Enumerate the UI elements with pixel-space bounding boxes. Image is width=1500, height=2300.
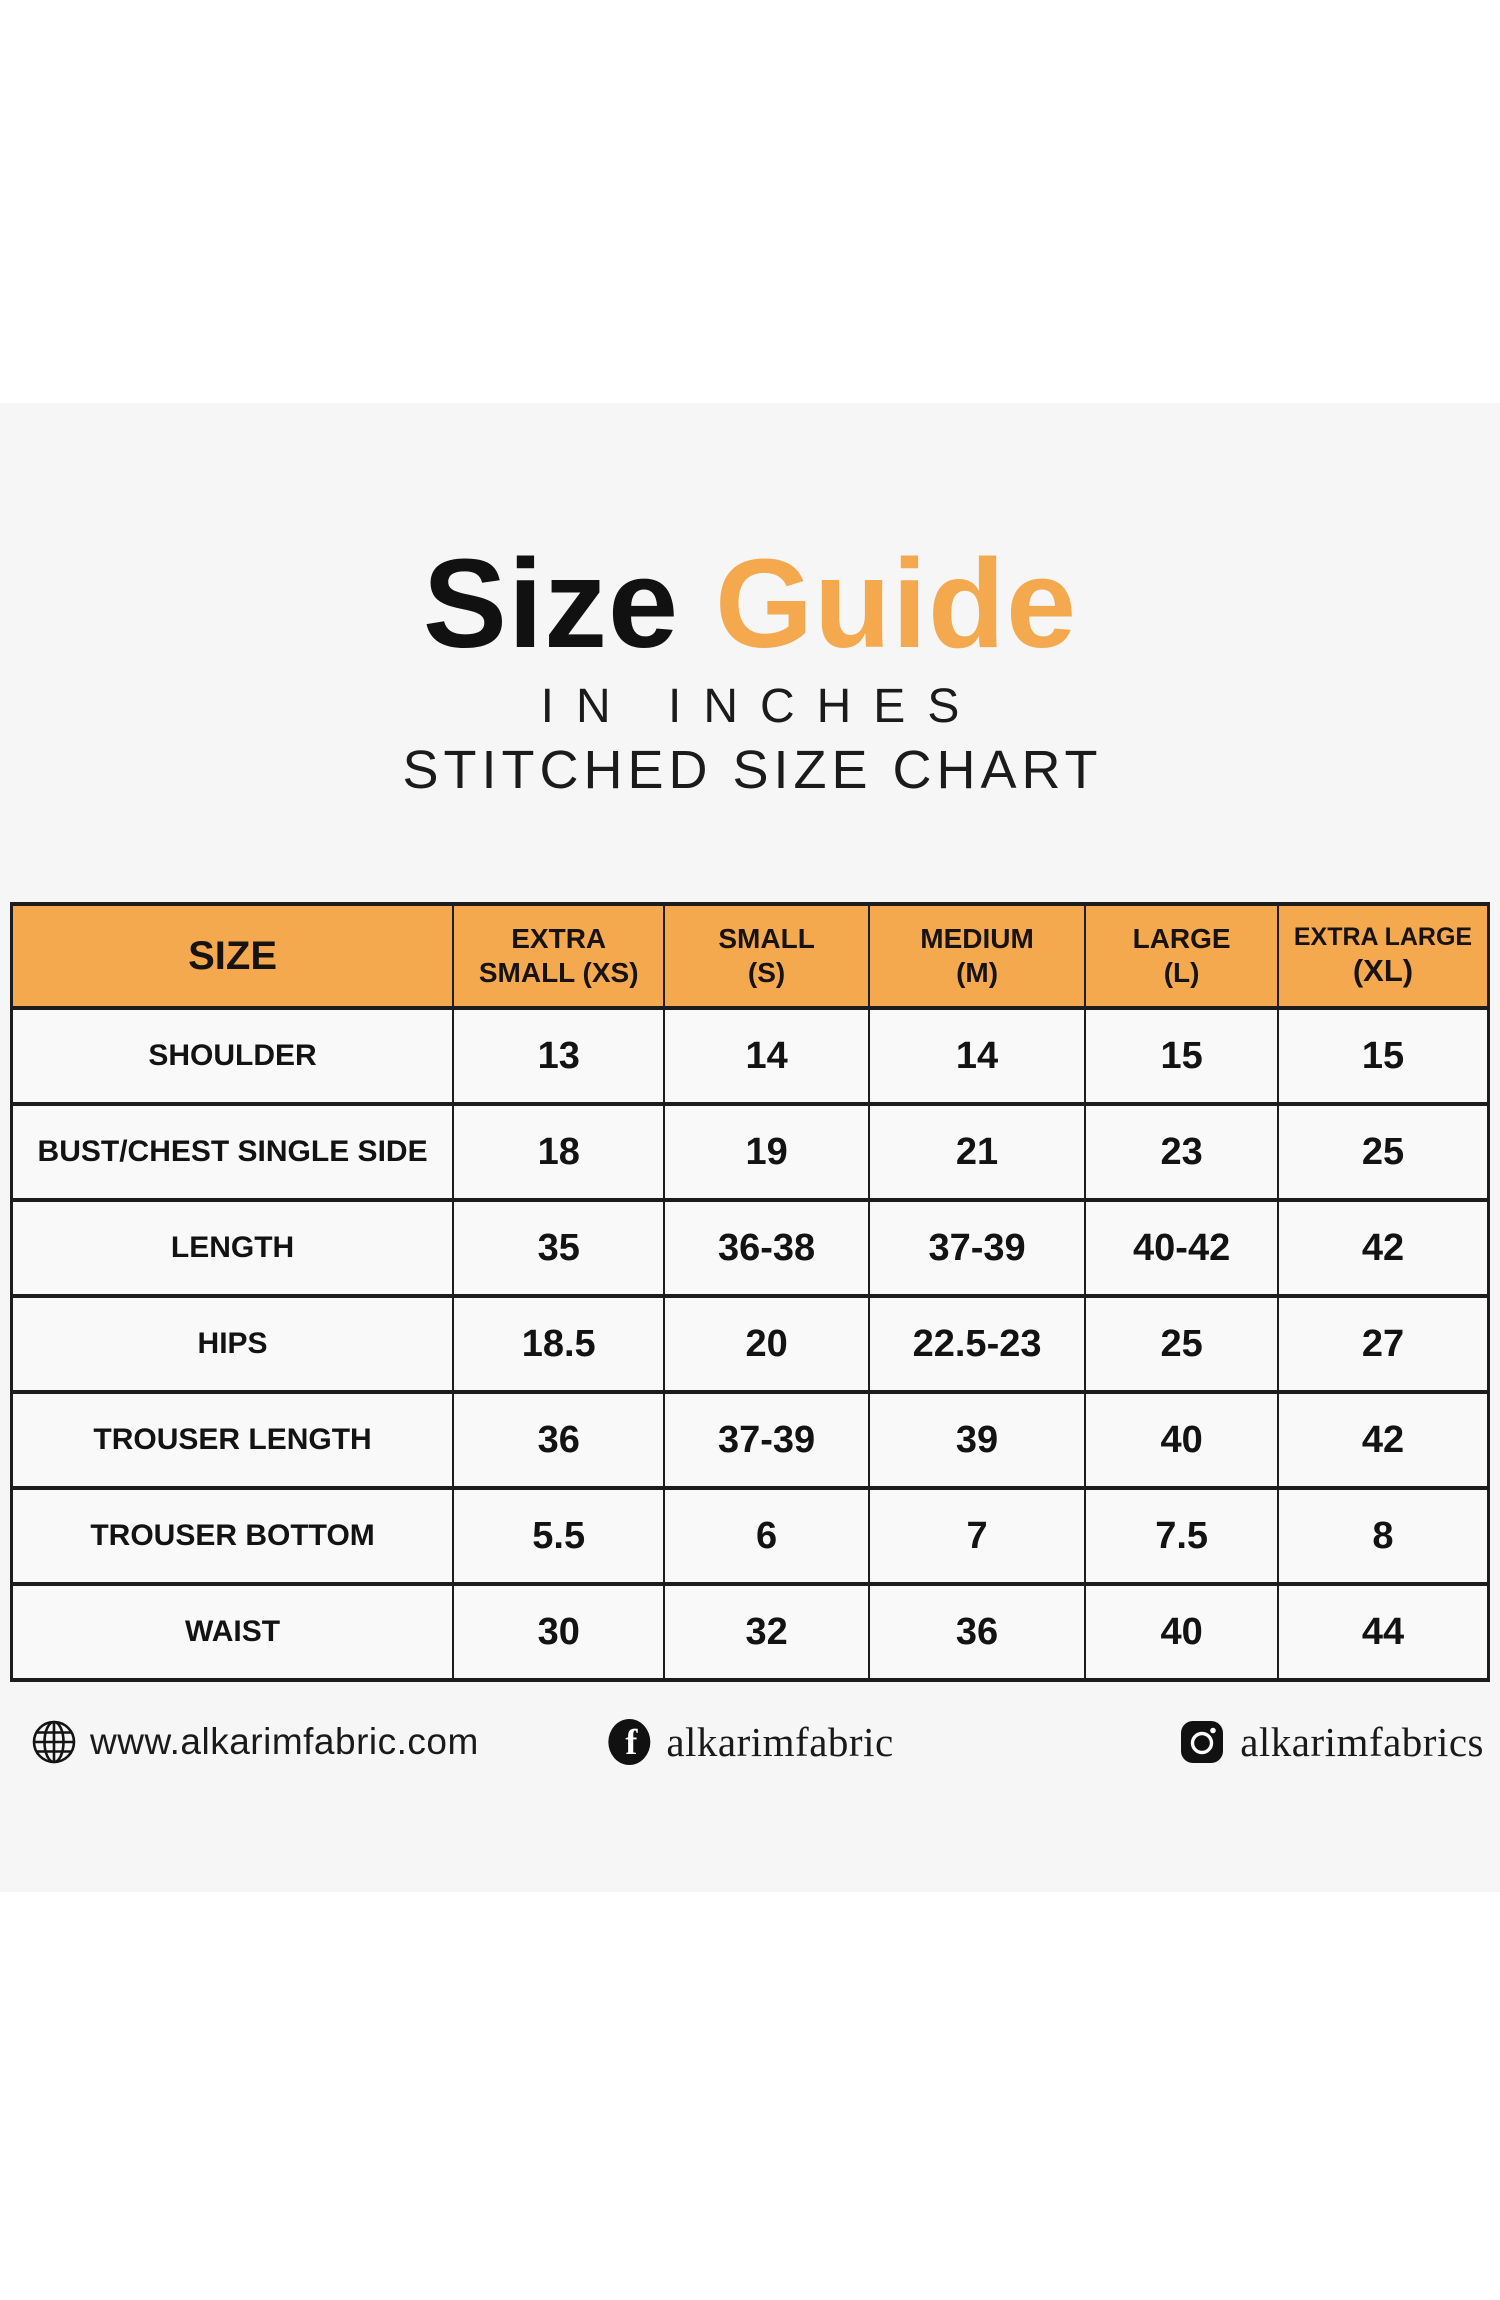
subtitle-stitched-size-chart: STITCHED SIZE CHART: [402, 740, 1103, 800]
value-cell: 35: [452, 1198, 666, 1298]
header-row: SIZE EXTRA SMALL (XS) SMALL (S) MEDIUM (M) LARG…: [10, 902, 1490, 1010]
value-cell: 40: [1084, 1390, 1279, 1490]
globe-icon: [30, 1718, 78, 1766]
value-cell: 25: [1084, 1294, 1279, 1394]
table-row: WAIST 30 32 36 40 44: [10, 1582, 1490, 1682]
value-cell: 20: [663, 1294, 870, 1394]
table-row: HIPS 18.5 20 22.5-23 25 27: [10, 1294, 1490, 1394]
value-cell: 44: [1276, 1582, 1490, 1682]
value-cell: 15: [1084, 1006, 1279, 1106]
value-cell: 13: [452, 1006, 666, 1106]
table-row: TROUSER LENGTH 36 37-39 39 40 42: [10, 1390, 1490, 1490]
table-row: SHOULDER 13 14 14 15 15: [10, 1006, 1490, 1106]
column-header: EXTRA LARGE (XL): [1276, 902, 1490, 1010]
value-cell: 7.5: [1084, 1486, 1279, 1586]
value-cell: 18: [452, 1102, 666, 1202]
value-cell: 15: [1276, 1006, 1490, 1106]
value-cell: 8: [1276, 1486, 1490, 1586]
instagram-text: alkarimfabrics: [1240, 1719, 1484, 1765]
column-header-line: EXTRA LARGE: [1293, 922, 1473, 951]
column-header: EXTRA SMALL (XS): [452, 902, 666, 1010]
title-word-size: Size: [422, 533, 680, 674]
value-cell: 6: [663, 1486, 870, 1586]
value-cell: 18.5: [452, 1294, 666, 1394]
value-cell: 36: [867, 1582, 1087, 1682]
size-table-head: SIZE EXTRA SMALL (XS) SMALL (S) MEDIUM (M) LARG…: [10, 902, 1490, 1010]
website-item: www.alkarimfabric.com: [30, 1711, 479, 1773]
row-label-cell: TROUSER BOTTOM: [10, 1486, 455, 1586]
table-row: LENGTH 35 36-38 37-39 40-42 42: [10, 1198, 1490, 1298]
column-header-line: (M): [956, 957, 999, 988]
value-cell: 5.5: [452, 1486, 666, 1586]
row-label-cell: TROUSER LENGTH: [10, 1390, 455, 1490]
value-cell: 40: [1084, 1582, 1279, 1682]
value-cell: 36: [452, 1390, 666, 1490]
table-row: TROUSER BOTTOM 5.5 6 7 7.5 8: [10, 1486, 1490, 1586]
column-header-line: SMALL: [718, 922, 815, 954]
column-header-line: EXTRA: [511, 922, 607, 954]
table-row: BUST/CHEST SINGLE SIDE 18 19 21 23 25: [10, 1102, 1490, 1202]
footer: www.alkarimfabric.com f alkarimfabric: [0, 1711, 1500, 1773]
value-cell: 21: [867, 1102, 1087, 1202]
value-cell: 36-38: [663, 1198, 870, 1298]
value-cell: 19: [663, 1102, 870, 1202]
value-cell: 22.5-23: [867, 1294, 1087, 1394]
column-header: MEDIUM (M): [867, 902, 1087, 1010]
facebook-item: f alkarimfabric: [606, 1711, 893, 1773]
size-table: SIZE EXTRA SMALL (XS) SMALL (S) MEDIUM (M) LARG…: [10, 902, 1490, 1682]
column-header-line: SMALL (XS): [478, 957, 639, 988]
row-label-cell: BUST/CHEST SINGLE SIDE: [10, 1102, 455, 1202]
facebook-icon: f: [606, 1717, 652, 1767]
value-cell: 37-39: [663, 1390, 870, 1490]
value-cell: 39: [867, 1390, 1087, 1490]
website-text: www.alkarimfabric.com: [90, 1721, 479, 1762]
column-header-line: SIZE: [188, 933, 277, 978]
value-cell: 14: [663, 1006, 870, 1106]
value-cell: 30: [452, 1582, 666, 1682]
value-cell: 40-42: [1084, 1198, 1279, 1298]
column-header: LARGE (L): [1084, 902, 1279, 1010]
subtitle-in-inches: IN INCHES: [540, 680, 982, 733]
value-cell: 42: [1276, 1198, 1490, 1298]
column-header: SIZE: [10, 902, 455, 1010]
column-header: SMALL (S): [663, 902, 870, 1010]
facebook-text: alkarimfabric: [666, 1719, 894, 1765]
page-title: Size Guide: [0, 541, 1500, 667]
row-label-cell: SHOULDER: [10, 1006, 455, 1106]
value-cell: 27: [1276, 1294, 1490, 1394]
row-label-cell: WAIST: [10, 1582, 455, 1682]
value-cell: 25: [1276, 1102, 1490, 1202]
column-header-line: (L): [1163, 957, 1200, 988]
value-cell: 7: [867, 1486, 1087, 1586]
value-cell: 32: [663, 1582, 870, 1682]
value-cell: 23: [1084, 1102, 1279, 1202]
value-cell: 14: [867, 1006, 1087, 1106]
instagram-item: alkarimfabrics: [1178, 1711, 1484, 1773]
column-header-line: (XL): [1352, 953, 1414, 989]
column-header-line: MEDIUM: [920, 922, 1034, 954]
content-band: Size Guide IN INCHES STITCHED SIZE CHART…: [0, 403, 1500, 1892]
title-block: Size Guide IN INCHES STITCHED SIZE CHART: [0, 541, 1500, 800]
size-table-body: SHOULDER 13 14 14 15 15 BUST/CHEST SINGLE SIDE…: [10, 1006, 1490, 1682]
column-header-line: (S): [747, 957, 786, 988]
svg-text:f: f: [625, 1722, 638, 1762]
value-cell: 42: [1276, 1390, 1490, 1490]
title-word-guide: Guide: [715, 533, 1078, 674]
row-label-cell: HIPS: [10, 1294, 455, 1394]
value-cell: 37-39: [867, 1198, 1087, 1298]
instagram-icon: [1178, 1718, 1226, 1766]
row-label-cell: LENGTH: [10, 1198, 455, 1298]
column-header-line: LARGE: [1132, 922, 1231, 954]
